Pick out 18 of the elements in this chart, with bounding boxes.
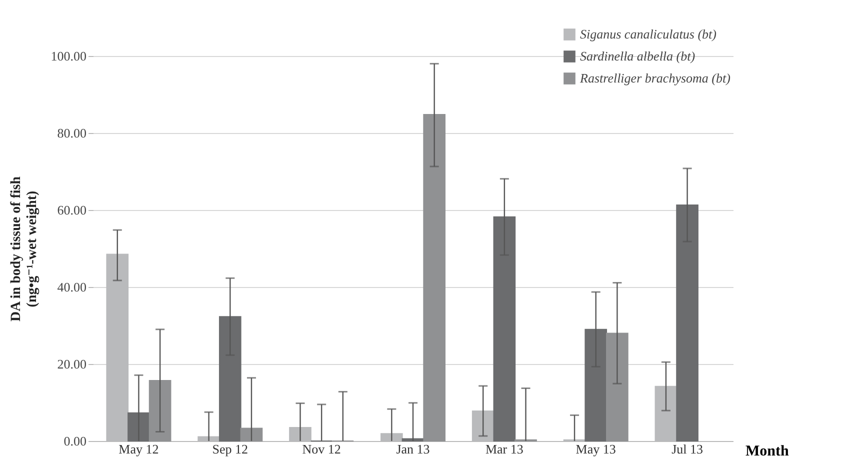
y-tick-label: 0.00 (64, 434, 86, 448)
x-tick-label: May 12 (118, 442, 159, 456)
x-tick-label: May 13 (576, 442, 616, 456)
y-tick-label: 80.00 (57, 126, 86, 140)
legend-label: Sardinella albella (bt) (580, 48, 696, 64)
x-tick-label: Nov 12 (302, 442, 341, 456)
y-tick-label: 100.00 (50, 48, 86, 64)
legend-label: Siganus canaliculatus (bt) (580, 26, 716, 42)
x-tick-label: Sep 12 (212, 442, 248, 456)
y-tick-label: 20.00 (57, 356, 86, 372)
y-tick-label: 40.00 (57, 280, 86, 294)
y-axis-title: DA in body tissue of fish (ng•g⁻¹-wet weight) (8, 176, 40, 322)
x-axis-title: Month (746, 444, 790, 460)
x-tick-label: Jan 13 (396, 442, 430, 456)
legend-label: Rastrelliger brachysoma (bt) (579, 70, 730, 86)
x-tick-label: Jul 13 (672, 442, 703, 456)
y-tick-label: 60.00 (57, 202, 86, 218)
x-tick-label: Mar 13 (485, 442, 524, 456)
